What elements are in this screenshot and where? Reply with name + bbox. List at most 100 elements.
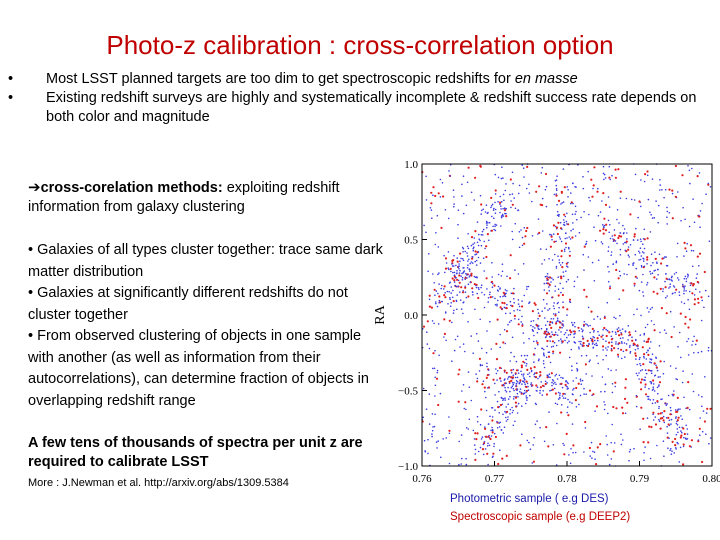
photometric-point	[554, 313, 557, 315]
photometric-point	[499, 203, 501, 205]
photometric-point	[704, 376, 706, 378]
photometric-point	[428, 393, 431, 395]
photometric-point	[633, 447, 635, 450]
point-item: • Galaxies of all types cluster together…	[28, 242, 383, 280]
spectroscopic-point	[495, 358, 499, 361]
photometric-point	[511, 336, 514, 339]
spectroscopic-point	[473, 283, 476, 286]
photometric-point	[580, 216, 582, 219]
photometric-point	[568, 236, 570, 238]
spectroscopic-point	[557, 221, 560, 224]
x-tick-label: 0.80	[702, 473, 720, 485]
photometric-point	[473, 242, 476, 244]
photometric-point	[468, 258, 470, 261]
photometric-point	[489, 415, 491, 418]
photometric-point	[543, 366, 546, 369]
photometric-point	[615, 333, 617, 335]
spectroscopic-point	[538, 185, 541, 188]
photometric-point	[656, 369, 659, 372]
photometric-point	[671, 450, 673, 453]
photometric-point	[640, 255, 643, 257]
photometric-point	[470, 191, 473, 194]
spectroscopic-point	[596, 337, 599, 340]
photometric-point	[549, 390, 551, 392]
photometric-point	[581, 344, 583, 346]
photometric-point	[650, 341, 652, 343]
photometric-point	[458, 268, 460, 270]
photometric-point	[482, 228, 485, 231]
spectroscopic-point	[509, 178, 512, 181]
photometric-point	[461, 246, 464, 249]
spectroscopic-point	[642, 417, 645, 420]
spectroscopic-point	[538, 314, 541, 317]
photometric-point	[635, 405, 638, 408]
photometric-point	[485, 351, 488, 354]
photometric-point	[613, 316, 615, 319]
spectroscopic-point	[663, 410, 666, 413]
spectroscopic-point	[520, 364, 523, 367]
photometric-point	[534, 402, 537, 405]
reference-link[interactable]: More : J.Newman et al. http://arxiv.org/…	[28, 477, 289, 489]
photometric-point	[585, 393, 587, 395]
photometric-point	[506, 275, 508, 278]
photometric-point	[551, 333, 554, 336]
photometric-point	[443, 336, 445, 338]
photometric-point	[525, 395, 528, 397]
photometric-point	[682, 370, 684, 372]
photometric-point	[452, 271, 454, 274]
photometric-point	[595, 342, 597, 345]
spectroscopic-point	[492, 452, 495, 455]
photometric-point	[582, 337, 584, 339]
photometric-point	[484, 211, 487, 213]
photometric-point	[601, 242, 604, 245]
photometric-point	[459, 346, 461, 348]
photometric-point	[432, 426, 434, 428]
photometric-point	[652, 419, 655, 421]
spectroscopic-point	[634, 352, 637, 355]
spectroscopic-point	[621, 406, 624, 409]
photometric-point	[673, 390, 675, 392]
spectroscopic-point	[545, 426, 548, 429]
photometric-point	[563, 250, 566, 252]
photometric-point	[521, 300, 523, 302]
photometric-point	[469, 281, 472, 283]
photometric-point	[566, 186, 568, 188]
spectroscopic-point	[458, 368, 461, 371]
photometric-point	[639, 370, 642, 372]
spectroscopic-point	[641, 346, 644, 349]
photometric-point	[533, 340, 535, 343]
photometric-point	[594, 410, 596, 412]
scatter-plot: 0.76 0.77 0.78 0.79 0.801.00.50.0−0.5−1.0 RA	[373, 159, 720, 485]
spectroscopic-point	[428, 305, 431, 308]
spectroscopic-point	[443, 294, 446, 297]
photometric-point	[669, 283, 671, 285]
spectroscopic-point	[509, 277, 512, 280]
spectroscopic-point	[588, 446, 591, 450]
photometric-point	[587, 325, 590, 327]
photometric-point	[575, 210, 577, 213]
photometric-point	[643, 340, 645, 342]
photometric-point	[474, 276, 477, 279]
photometric-point	[567, 266, 569, 268]
photometric-point	[522, 167, 525, 169]
photometric-point	[460, 275, 462, 277]
photometric-point	[493, 445, 495, 448]
photometric-point	[468, 268, 470, 270]
photometric-point	[648, 347, 651, 349]
spectroscopic-point	[546, 282, 549, 285]
spectroscopic-point	[616, 353, 620, 356]
photometric-point	[472, 429, 475, 432]
photometric-point	[499, 449, 501, 452]
photometric-point	[670, 418, 673, 421]
photometric-point	[662, 372, 665, 375]
photometric-point	[609, 285, 611, 287]
spectroscopic-point	[535, 384, 538, 387]
spectroscopic-point	[644, 383, 647, 386]
photometric-point	[705, 412, 708, 414]
photometric-point	[692, 390, 695, 393]
photometric-point	[525, 358, 527, 361]
photometric-point	[484, 426, 486, 429]
photometric-point	[603, 173, 606, 176]
photometric-point	[483, 293, 486, 296]
photometric-point	[431, 217, 433, 219]
